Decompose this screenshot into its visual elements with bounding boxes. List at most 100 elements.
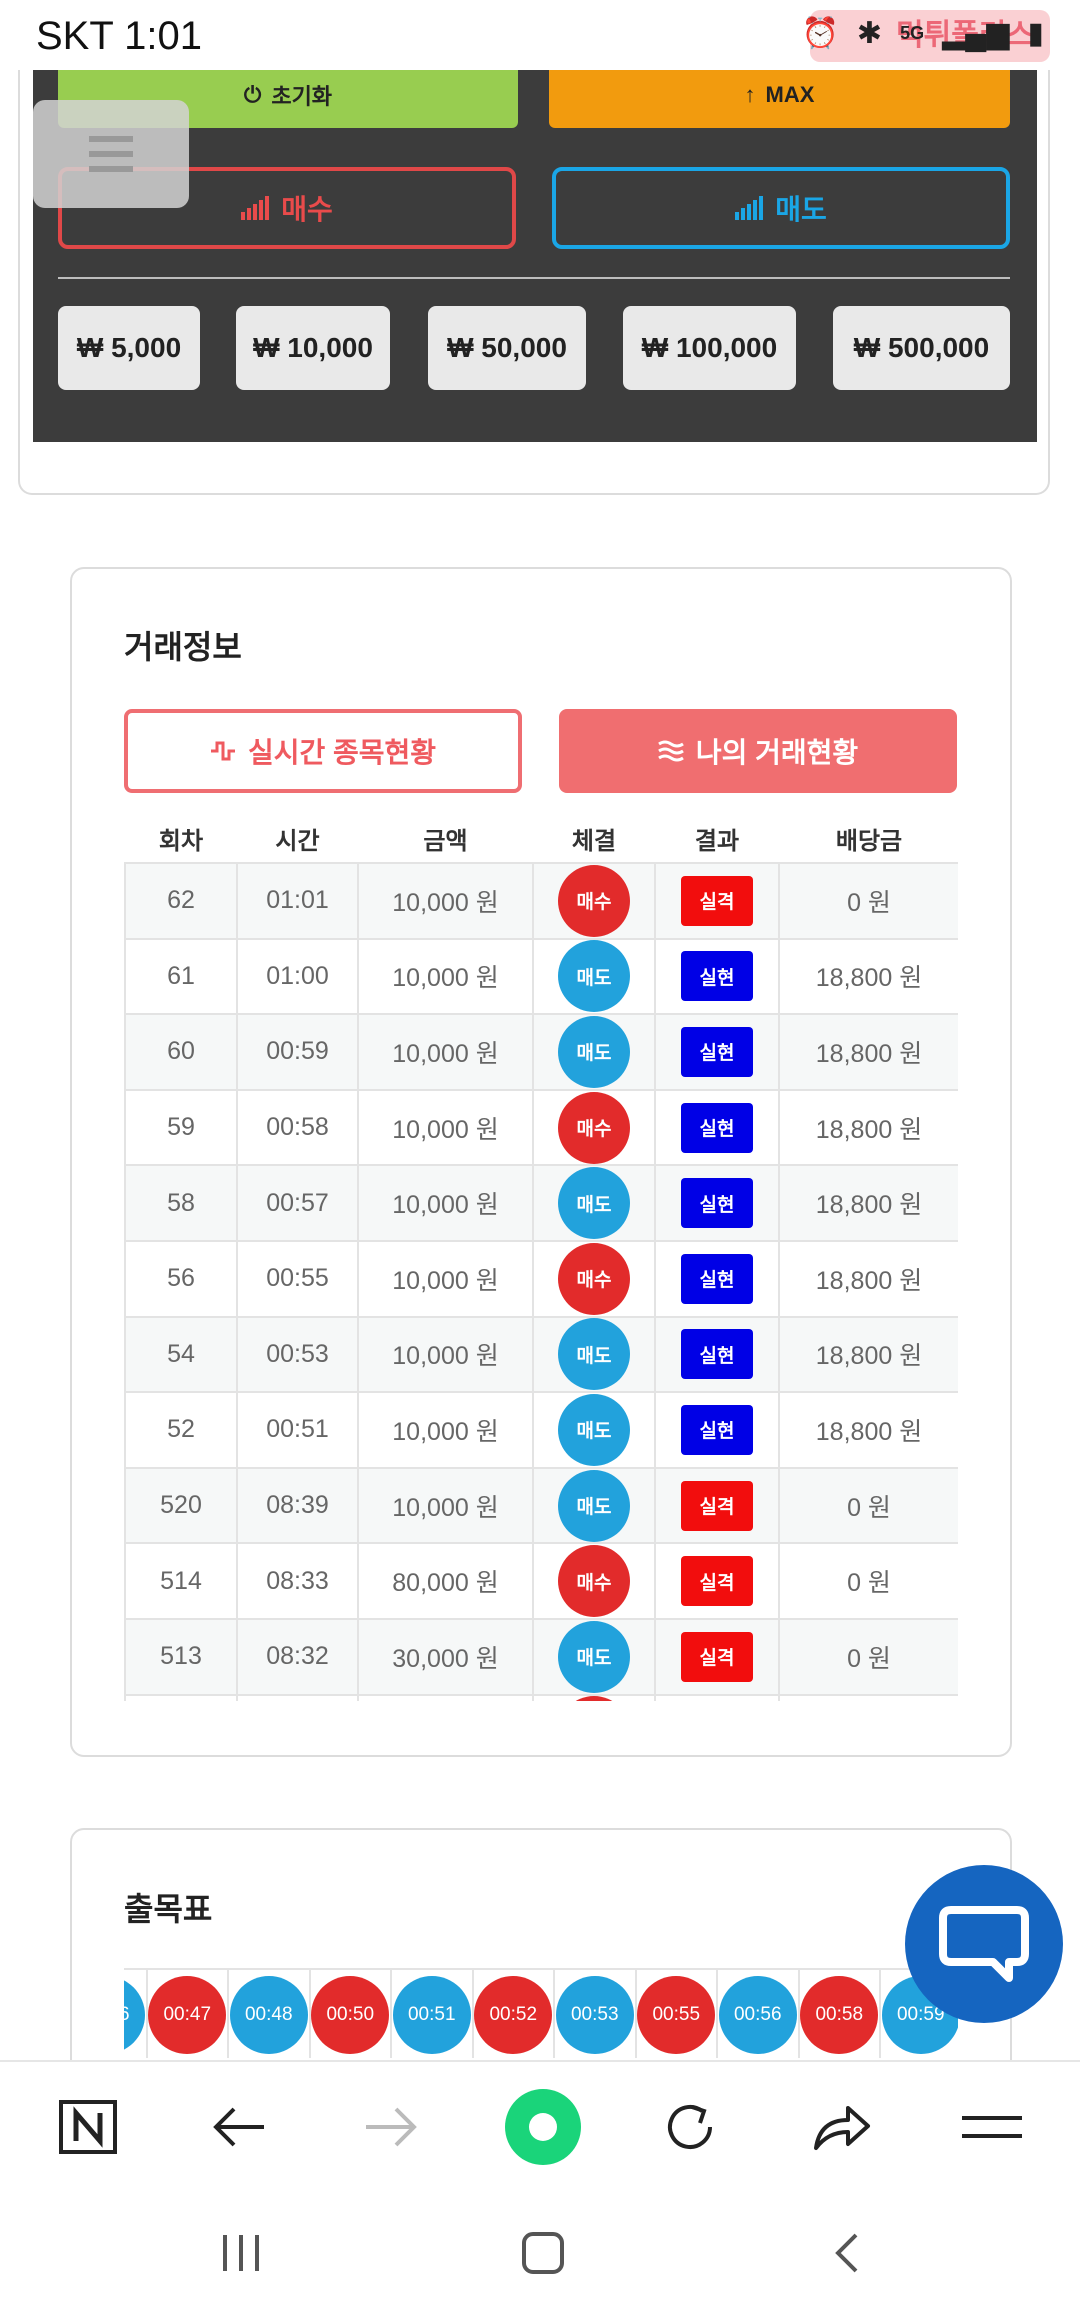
trade-table-wrapper[interactable]: 회차 시간 금액 체결 결과 배당금 62 01:01 10,000 원 매수 실격 0 … <box>124 815 958 1701</box>
outcome-cell: 00:51 <box>392 1970 474 2058</box>
outcome-badge: 00:46 <box>124 1976 145 2054</box>
amount-button-10000[interactable]: ₩ 10,000 <box>236 306 390 390</box>
home-icon <box>522 2232 564 2274</box>
outcome-badge: 00:53 <box>555 1976 634 2054</box>
cell-result: 실현 <box>654 937 780 1016</box>
side-badge: 매수 <box>558 1242 630 1315</box>
panel-divider <box>58 277 1010 279</box>
battery-icon: ▮ <box>1027 17 1044 50</box>
outcome-cell: 00:46 <box>124 1970 148 2058</box>
recent-apps-button[interactable] <box>196 2190 286 2316</box>
sell-button[interactable]: 매도 <box>552 167 1010 249</box>
cell-amount: 10,000 원 <box>357 1466 534 1545</box>
column-header: 시간 <box>237 815 358 863</box>
cell-round: 520 <box>124 1466 238 1545</box>
side-badge: 매도 <box>558 1469 630 1542</box>
side-badge: 매도 <box>558 1318 630 1391</box>
trade-table: 회차 시간 금액 체결 결과 배당금 62 01:01 10,000 원 매수 실격 0 … <box>124 815 958 1701</box>
outcome-title: 출목표 <box>124 1891 213 1927</box>
tab-live-status[interactable]: 실시간 종목현황 <box>124 709 522 793</box>
outcome-cell: 00:50 <box>311 1970 392 2058</box>
floating-menu-button[interactable] <box>33 100 189 208</box>
chat-button[interactable] <box>905 1865 1063 2023</box>
power-icon: ⏻ <box>243 82 262 107</box>
cell-side: 매도 <box>532 937 656 1016</box>
home-button[interactable] <box>498 2190 588 2316</box>
cell-time: 00:53 <box>236 1315 359 1394</box>
share-button[interactable] <box>794 2062 890 2192</box>
reload-button[interactable] <box>642 2062 738 2192</box>
cell-amount <box>357 1693 534 1701</box>
cell-side: 매수 <box>532 1239 656 1318</box>
cell-payout: 0 원 <box>778 1466 958 1545</box>
cell-amount: 80,000 원 <box>357 1542 534 1620</box>
column-header: 금액 <box>358 815 533 863</box>
trade-rows: 62 01:01 10,000 원 매수 실격 0 원 61 01:00 10,000 원 매도 실… <box>124 862 958 1701</box>
outcome-cell: 00:55 <box>637 1970 718 2058</box>
cell-time: 00:51 <box>236 1391 359 1469</box>
outcome-row: 00:4600:4700:4800:5000:5100:5200:5300:55… <box>124 1970 958 2058</box>
cell-payout: 18,800 원 <box>778 1164 958 1242</box>
amount-button-50000[interactable]: ₩ 50,000 <box>428 306 586 390</box>
outcome-cell: 00:52 <box>474 1970 555 2058</box>
cell-result: 실격 <box>654 1466 780 1545</box>
signal-icon: ▂▄▆ <box>942 17 1010 50</box>
cell-time: 08:39 <box>236 1466 359 1545</box>
result-badge: 실격 <box>681 1480 753 1531</box>
cell-round: 58 <box>124 1164 238 1242</box>
alarm-icon: ⏰ <box>801 17 839 50</box>
result-badge: 실격 <box>681 875 753 926</box>
table-row: 61 01:00 10,000 원 매도 실현 18,800 원 <box>124 937 958 1016</box>
back-button[interactable] <box>192 2062 288 2192</box>
result-badge: 실현 <box>681 1026 753 1077</box>
table-row: 54 00:53 10,000 원 매도 실현 18,800 원 <box>124 1315 958 1394</box>
table-row: 513 08:32 30,000 원 매도 실격 0 원 <box>124 1617 958 1696</box>
cell-time: 01:01 <box>236 862 359 940</box>
table-row <box>124 1693 958 1701</box>
table-row: 56 00:55 10,000 원 매수 실현 18,800 원 <box>124 1239 958 1318</box>
outcome-strip[interactable]: 00:4600:4700:4800:5000:5100:5200:5300:55… <box>124 1968 958 2058</box>
result-badge: 실현 <box>681 1404 753 1455</box>
result-badge: 실현 <box>681 1329 753 1380</box>
column-header: 결과 <box>655 815 779 863</box>
outcome-badge: 00:56 <box>718 1976 797 2054</box>
amount-button-100000[interactable]: ₩ 100,000 <box>623 306 796 390</box>
tab-my-trades[interactable]: 나의 거래현황 <box>559 709 957 793</box>
cell-amount: 10,000 원 <box>357 1315 534 1394</box>
forward-button[interactable] <box>342 2062 438 2192</box>
cell-round: 60 <box>124 1013 238 1091</box>
forward-arrow-icon <box>366 2107 417 2147</box>
cell-payout: 0 원 <box>778 1617 958 1696</box>
cell-result: 실현 <box>654 1315 780 1394</box>
outcome-badge: 00:47 <box>148 1976 227 2054</box>
cell-payout: 18,800 원 <box>778 1088 958 1167</box>
result-badge: 실현 <box>681 1178 753 1229</box>
green-dot-button[interactable] <box>495 2062 591 2192</box>
system-back-button[interactable] <box>802 2190 892 2316</box>
amount-button-500000[interactable]: ₩ 500,000 <box>833 306 1010 390</box>
naver-home-button[interactable] <box>40 2062 136 2192</box>
browser-menu-button[interactable] <box>944 2062 1040 2192</box>
trade-info-title: 거래정보 <box>124 629 242 665</box>
cell-side: 매도 <box>532 1164 656 1242</box>
buy-label: 매수 <box>281 194 333 225</box>
cell-amount: 10,000 원 <box>357 1164 534 1242</box>
cell-result: 실격 <box>654 1542 780 1620</box>
max-button[interactable]: ↑ MAX <box>549 62 1010 128</box>
cell-payout: 18,800 원 <box>778 937 958 1016</box>
cell-payout: 18,800 원 <box>778 1391 958 1469</box>
cell-amount: 10,000 원 <box>357 937 534 1016</box>
cell-result <box>654 1693 780 1701</box>
signal-bars-icon <box>735 196 764 220</box>
amount-button-5000[interactable]: ₩ 5,000 <box>58 306 200 390</box>
tab-mine-label: 나의 거래현황 <box>695 737 859 768</box>
cell-amount: 10,000 원 <box>357 862 534 940</box>
column-header: 체결 <box>533 815 655 863</box>
cell-result: 실현 <box>654 1088 780 1167</box>
table-row: 59 00:58 10,000 원 매수 실현 18,800 원 <box>124 1088 958 1167</box>
buy-button[interactable]: 매수 <box>58 167 516 249</box>
cell-result: 실현 <box>654 1391 780 1469</box>
menu-icon <box>962 2116 1022 2138</box>
cell-side: 매도 <box>532 1391 656 1469</box>
result-badge: 실현 <box>681 1253 753 1304</box>
